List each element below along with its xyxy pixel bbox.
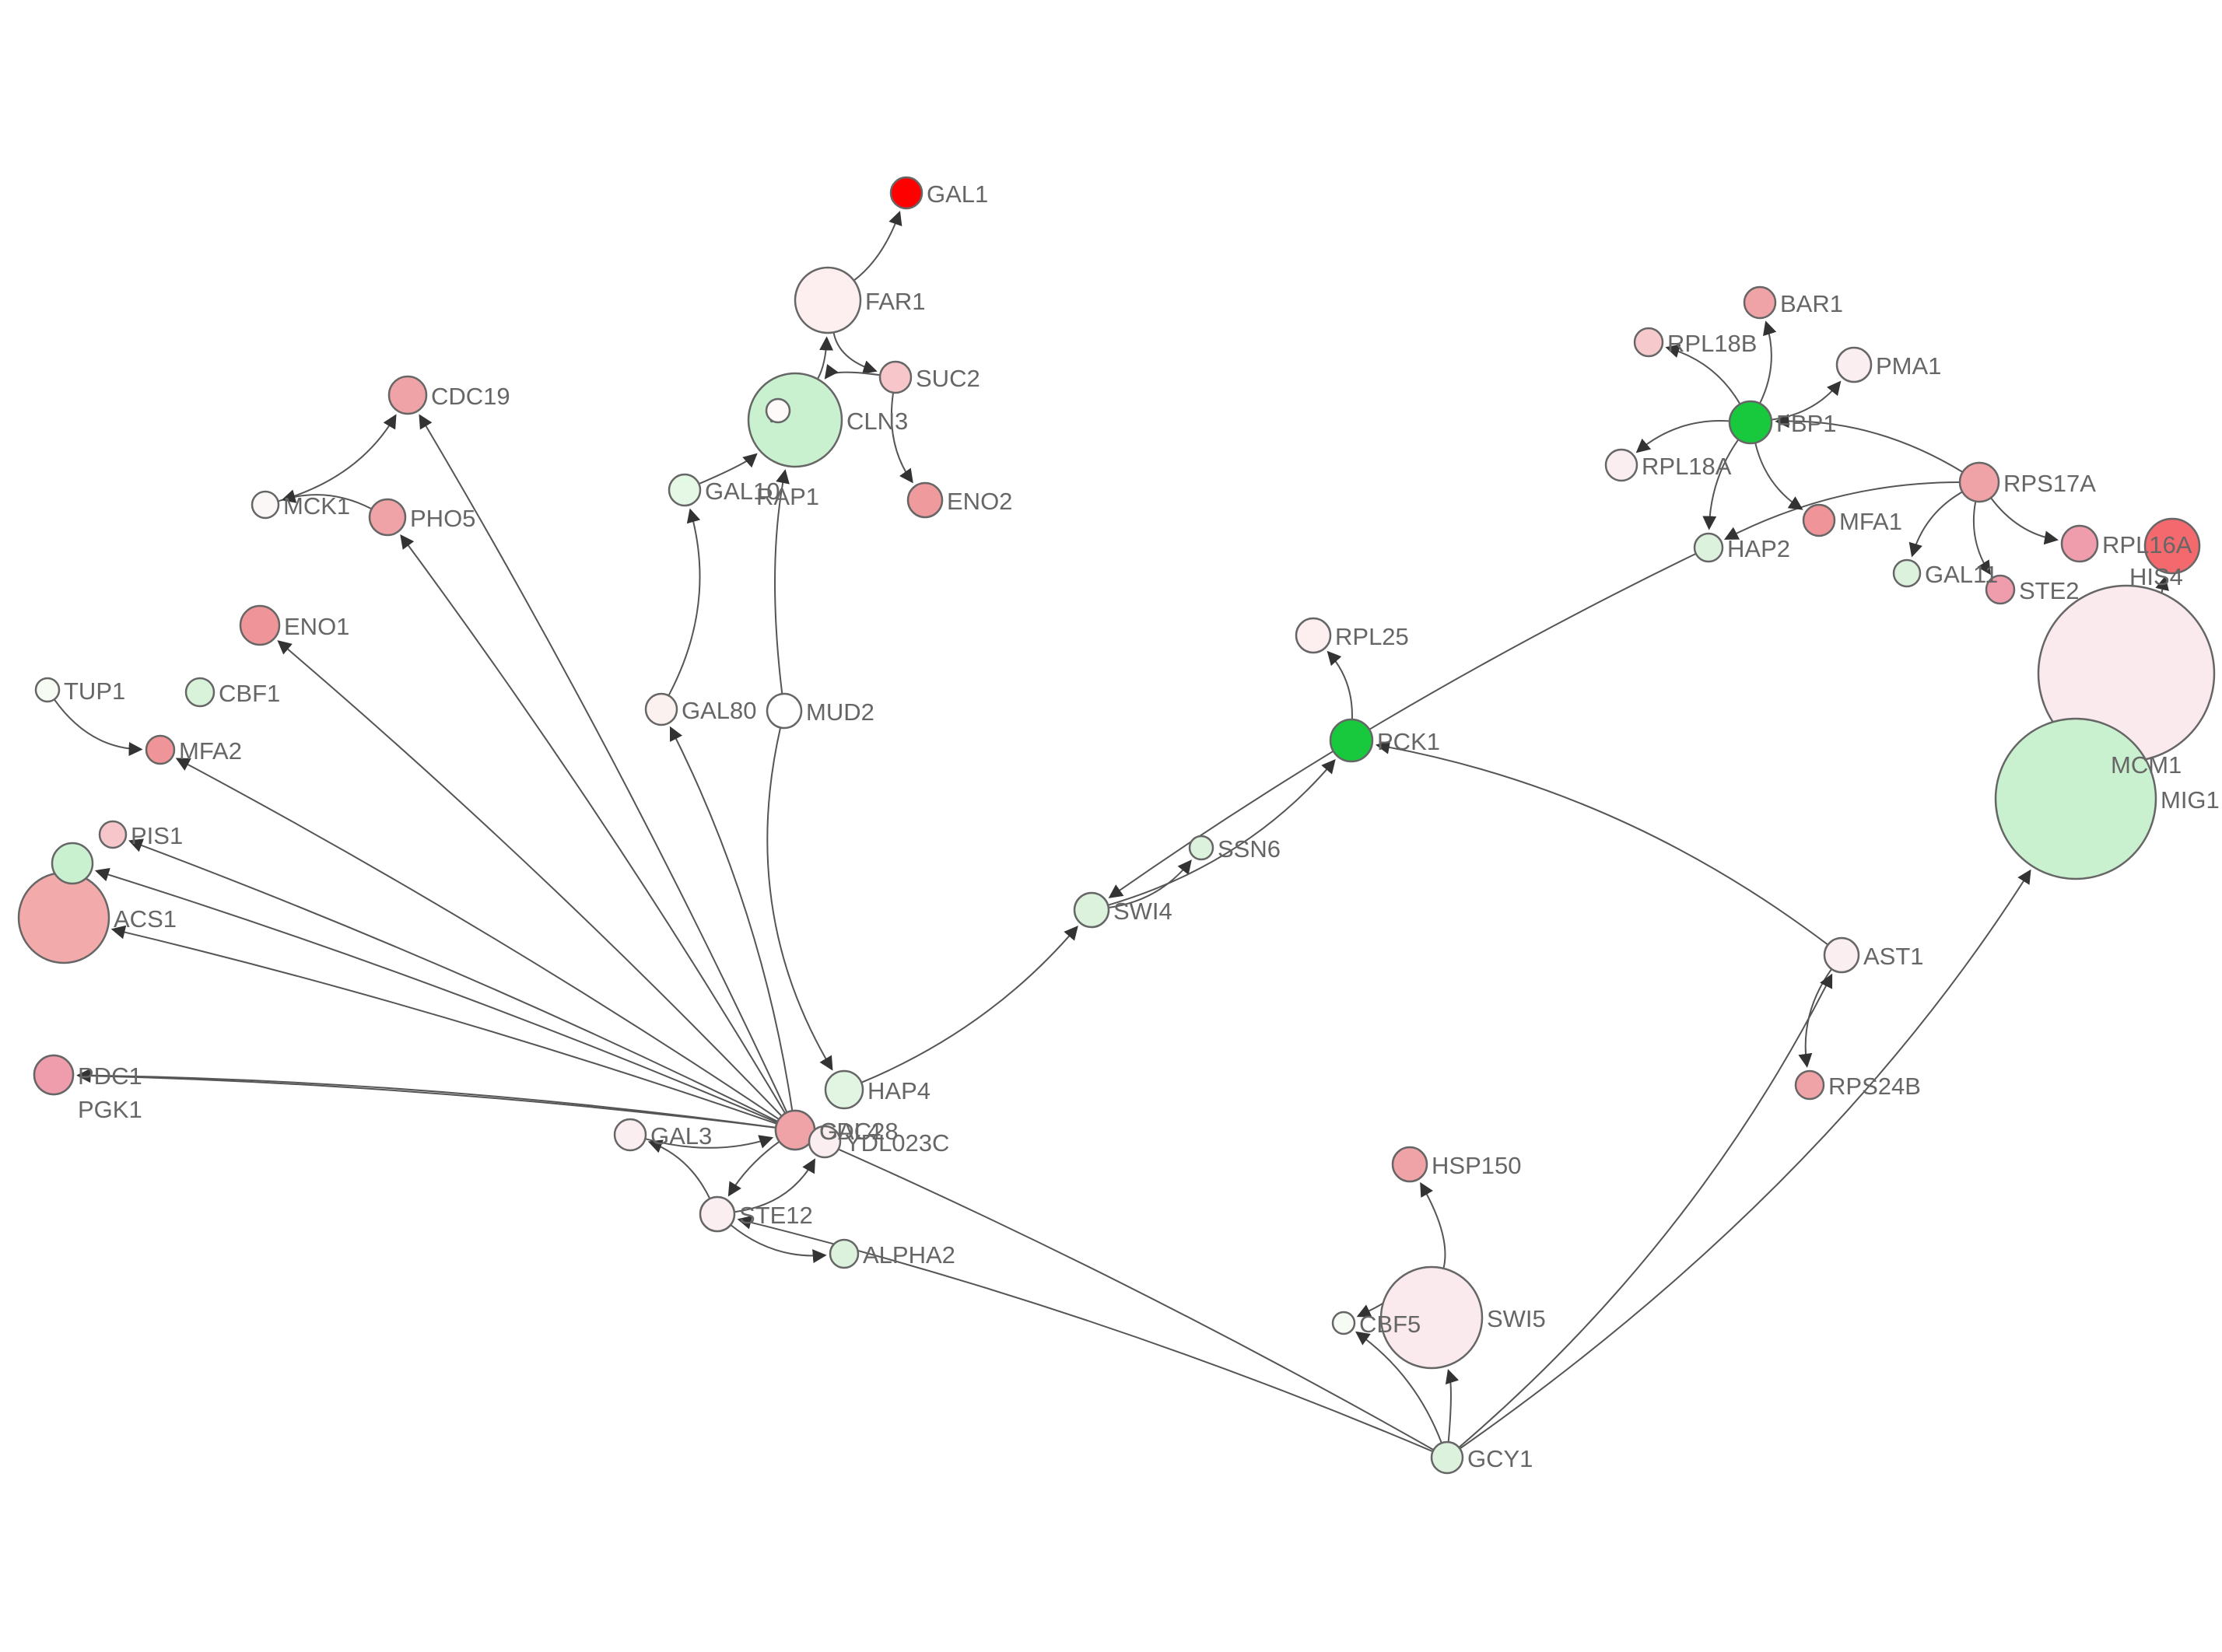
svg-text:STE2: STE2 — [2019, 577, 2080, 604]
svg-text:MCK1: MCK1 — [283, 492, 350, 520]
svg-text:PCK1: PCK1 — [1377, 728, 1440, 755]
svg-text:ACS1: ACS1 — [114, 905, 177, 933]
svg-text:PDC1: PDC1 — [78, 1062, 142, 1090]
svg-text:PHO5: PHO5 — [410, 505, 475, 532]
svg-text:HAP4: HAP4 — [867, 1077, 931, 1104]
svg-text:GAL11: GAL11 — [1925, 561, 1998, 588]
svg-text:YDL023C: YDL023C — [845, 1129, 949, 1157]
svg-text:CBF5: CBF5 — [1359, 1311, 1421, 1338]
svg-text:PGK1: PGK1 — [78, 1096, 142, 1123]
svg-text:GAL3: GAL3 — [650, 1122, 712, 1150]
svg-text:RPL18B: RPL18B — [1667, 330, 1757, 357]
svg-text:ENO1: ENO1 — [284, 613, 349, 640]
svg-text:HSP150: HSP150 — [1432, 1152, 1521, 1179]
svg-text:GAL10: GAL10 — [705, 478, 780, 505]
svg-text:RPS17A: RPS17A — [2003, 470, 2096, 497]
svg-text:FAR1: FAR1 — [865, 288, 926, 315]
svg-text:SUC2: SUC2 — [916, 365, 980, 392]
svg-text:PIS1: PIS1 — [131, 822, 183, 849]
svg-text:CLN3: CLN3 — [846, 408, 908, 435]
svg-text:GCY1: GCY1 — [1467, 1445, 1533, 1472]
svg-text:GAL80: GAL80 — [682, 697, 757, 724]
svg-text:MCM1: MCM1 — [2111, 751, 2182, 779]
svg-text:GAL1: GAL1 — [927, 180, 988, 208]
svg-text:ENO2: ENO2 — [947, 488, 1012, 515]
svg-text:RPL18A: RPL18A — [1642, 453, 1732, 480]
svg-text:STE12: STE12 — [739, 1202, 813, 1229]
svg-text:RPL25: RPL25 — [1335, 623, 1409, 650]
svg-text:FBP1: FBP1 — [1776, 410, 1837, 437]
svg-text:PMA1: PMA1 — [1876, 352, 1941, 380]
svg-text:MUD2: MUD2 — [806, 698, 874, 726]
svg-text:RPS24B: RPS24B — [1828, 1073, 1921, 1100]
svg-text:MFA1: MFA1 — [1839, 508, 1902, 535]
svg-text:TUP1: TUP1 — [64, 677, 125, 705]
svg-text:CDC19: CDC19 — [431, 383, 510, 410]
svg-text:CBF1: CBF1 — [219, 680, 280, 707]
svg-text:SSN6: SSN6 — [1218, 835, 1281, 863]
svg-text:MFA2: MFA2 — [179, 737, 242, 765]
svg-text:HIS4: HIS4 — [2129, 563, 2183, 590]
svg-text:SWI4: SWI4 — [1113, 898, 1172, 925]
svg-text:BAR1: BAR1 — [1780, 290, 1843, 317]
svg-text:AST1: AST1 — [1863, 943, 1924, 970]
svg-text:MIG1: MIG1 — [2161, 786, 2220, 814]
svg-text:RPL16A: RPL16A — [2102, 531, 2192, 558]
svg-text:SWI5: SWI5 — [1487, 1305, 1546, 1332]
svg-text:HAP2: HAP2 — [1727, 535, 1790, 562]
svg-text:ALPHA2: ALPHA2 — [863, 1241, 955, 1269]
